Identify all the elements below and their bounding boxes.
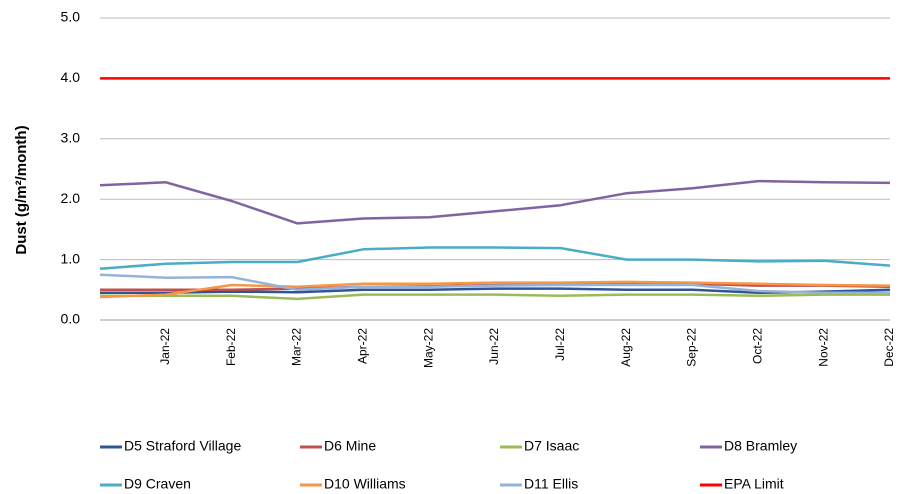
- legend-label: D9 Craven: [124, 476, 191, 492]
- legend-label: EPA Limit: [724, 476, 784, 492]
- legend-label: D10 Williams: [324, 476, 406, 492]
- y-tick-label: 3.0: [61, 130, 81, 146]
- y-axis-title: Dust (g/m²/month): [13, 125, 30, 254]
- x-tick-label: Apr-22: [356, 328, 370, 364]
- legend-label: D5 Straford Village: [124, 438, 241, 454]
- x-tick-label: Aug-22: [619, 328, 633, 367]
- series-line: [99, 246, 891, 270]
- y-tick-label: 4.0: [61, 69, 81, 85]
- x-tick-label: Jun-22: [487, 328, 501, 365]
- series-line: [100, 287, 891, 295]
- y-tick-label: 1.0: [61, 250, 81, 266]
- x-tick-label: Dec-22: [882, 328, 896, 367]
- legend-label: D8 Bramley: [724, 438, 797, 454]
- x-tick-label: May-22: [421, 328, 435, 368]
- legend-label: D7 Isaac: [524, 438, 579, 454]
- y-tick-label: 0.0: [61, 311, 81, 327]
- legend-label: D11 Ellis: [524, 476, 578, 492]
- x-tick-label: Oct-22: [751, 328, 765, 364]
- x-tick-label: Jan-22: [158, 328, 172, 365]
- x-tick-label: Nov-22: [816, 328, 830, 367]
- series-line: [99, 179, 891, 225]
- x-tick-label: Feb-22: [224, 328, 238, 366]
- y-tick-label: 5.0: [61, 9, 81, 25]
- x-tick-label: Sep-22: [685, 328, 699, 367]
- y-tick-label: 2.0: [61, 190, 81, 206]
- series-line: [100, 293, 890, 301]
- series-line: [99, 280, 891, 299]
- x-tick-label: Jul-22: [553, 328, 567, 361]
- series-line: [99, 273, 890, 295]
- legend-label: D6 Mine: [324, 438, 376, 454]
- x-tick-label: Mar-22: [290, 328, 304, 366]
